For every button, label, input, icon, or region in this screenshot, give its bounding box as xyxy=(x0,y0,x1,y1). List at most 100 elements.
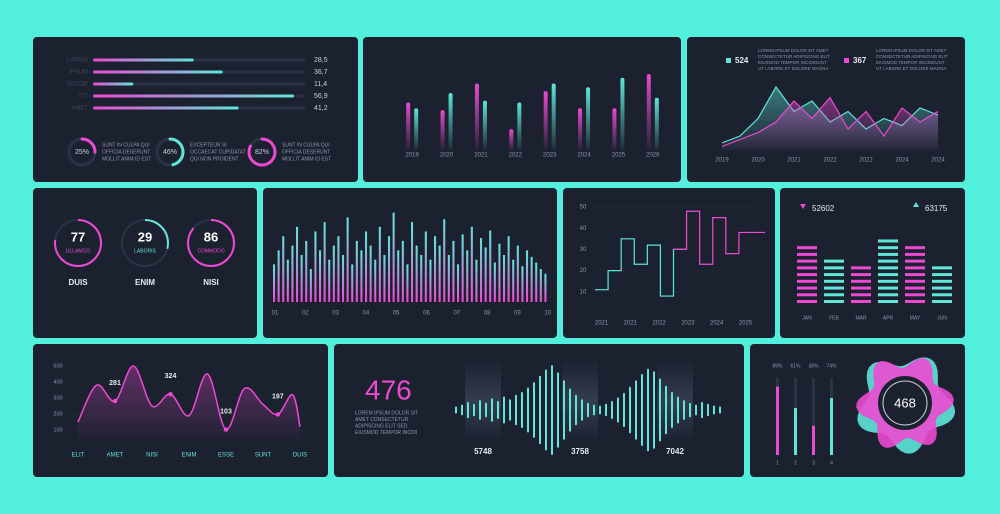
bar xyxy=(457,264,460,302)
area xyxy=(78,365,300,440)
bar xyxy=(512,259,515,302)
gauge-arc xyxy=(54,219,102,267)
bar xyxy=(374,259,377,302)
bar xyxy=(480,238,483,302)
bar xyxy=(392,212,395,302)
segment xyxy=(797,246,817,250)
x-tick-label: 08 xyxy=(484,311,491,317)
x-tick-label: SUNT xyxy=(255,453,272,459)
bar xyxy=(93,106,239,110)
wave-bar xyxy=(521,392,523,428)
segment xyxy=(824,266,844,270)
step-line xyxy=(595,238,687,297)
point xyxy=(223,427,229,432)
wave-bar xyxy=(695,404,697,416)
wave-bar xyxy=(605,403,607,417)
value-label: 38% xyxy=(808,363,819,369)
wave-bar xyxy=(551,365,553,455)
value-label: 74% xyxy=(826,363,837,369)
x-tick-label: 2019 xyxy=(715,158,729,164)
segment xyxy=(932,293,952,297)
donut-caption: OCCAECAT CUPIDATAT xyxy=(190,149,246,155)
x-tick-label: 03 xyxy=(332,311,339,317)
segment xyxy=(932,300,952,303)
segment xyxy=(878,239,898,243)
bar-track xyxy=(812,378,815,455)
donut-caption: MOLLIT ANIM ID EST xyxy=(102,156,151,162)
panel xyxy=(263,188,557,338)
bar xyxy=(578,108,583,150)
description: LOREM IPSUM DOLOR SIT xyxy=(355,410,418,416)
wave-bar xyxy=(617,397,619,423)
donut-label: 25% xyxy=(75,149,89,156)
panel xyxy=(363,37,681,182)
bar xyxy=(516,245,519,302)
x-tick-label: 2022 xyxy=(652,321,666,327)
x-tick-label: NISI xyxy=(146,453,158,459)
bar xyxy=(535,262,538,302)
segment xyxy=(878,252,898,256)
x-tick-label: 2021 xyxy=(474,153,488,159)
segment xyxy=(824,259,844,263)
x-tick-label: 2024 xyxy=(931,158,945,164)
x-tick-label: 2022 xyxy=(859,158,873,164)
bar xyxy=(654,97,659,150)
y-tick-label: 50 xyxy=(580,205,587,211)
x-tick-label: ENIM xyxy=(182,453,197,459)
donut-caption: EXCEPTEUR SI xyxy=(190,142,227,148)
segment xyxy=(851,286,871,290)
panel xyxy=(563,188,775,338)
description: EIUSMOD TEMPOR INCIDI xyxy=(355,430,417,436)
gauge-label: DUIS xyxy=(68,278,88,287)
bar xyxy=(273,264,276,302)
wave-bar xyxy=(509,399,511,421)
bar xyxy=(314,231,317,302)
wave-bar xyxy=(473,403,475,417)
bar xyxy=(323,222,326,302)
wave-bar xyxy=(611,401,613,419)
bar xyxy=(291,245,294,302)
bar xyxy=(466,250,469,302)
point-label: 324 xyxy=(165,373,177,380)
wave-bar xyxy=(719,406,721,414)
row-label: AMET xyxy=(71,106,88,112)
y-tick-label: 30 xyxy=(580,247,587,253)
x-tick-label: 2025 xyxy=(739,321,753,327)
x-tick-label: 2026 xyxy=(646,153,660,159)
legend-description: EIUSMOD TEMPOR INCIDIDUNT xyxy=(758,60,827,65)
marker-value: 52602 xyxy=(812,204,835,213)
bar xyxy=(447,255,450,302)
donut-caption: MOLLIT ANIM ID EST xyxy=(282,156,331,162)
segment xyxy=(797,293,817,297)
point xyxy=(275,412,280,417)
wave-bar xyxy=(497,401,499,419)
y-tick-label: 300 xyxy=(53,395,62,401)
legend-label: 367 xyxy=(853,56,867,65)
row-label: LOREM xyxy=(67,58,88,64)
wave-bar xyxy=(569,388,571,432)
donut-caption: SUNT IN CULPA QUI xyxy=(282,142,330,148)
segment xyxy=(824,300,844,303)
bar xyxy=(493,262,496,302)
segment xyxy=(824,273,844,277)
legend-description: CONSECTETUR ADIPISCING ELIT xyxy=(758,54,830,59)
bar xyxy=(812,425,815,455)
segment-bar xyxy=(932,264,952,304)
x-tick-label: 2 xyxy=(794,460,797,466)
segment xyxy=(797,259,817,263)
x-tick-label: 02 xyxy=(302,311,309,317)
bar xyxy=(282,236,285,302)
bar xyxy=(646,74,651,150)
bar xyxy=(507,236,510,302)
bar xyxy=(346,217,349,302)
y-tick-label: 100 xyxy=(53,427,62,433)
donut-caption: OFFICIA DESERUNT xyxy=(282,149,330,155)
segment xyxy=(878,286,898,290)
segment xyxy=(932,279,952,283)
highlight-band xyxy=(465,360,501,442)
bar xyxy=(415,245,418,302)
x-tick-label: 2024 xyxy=(895,158,909,164)
gauge-arc xyxy=(121,219,169,267)
center-disc xyxy=(878,376,932,430)
